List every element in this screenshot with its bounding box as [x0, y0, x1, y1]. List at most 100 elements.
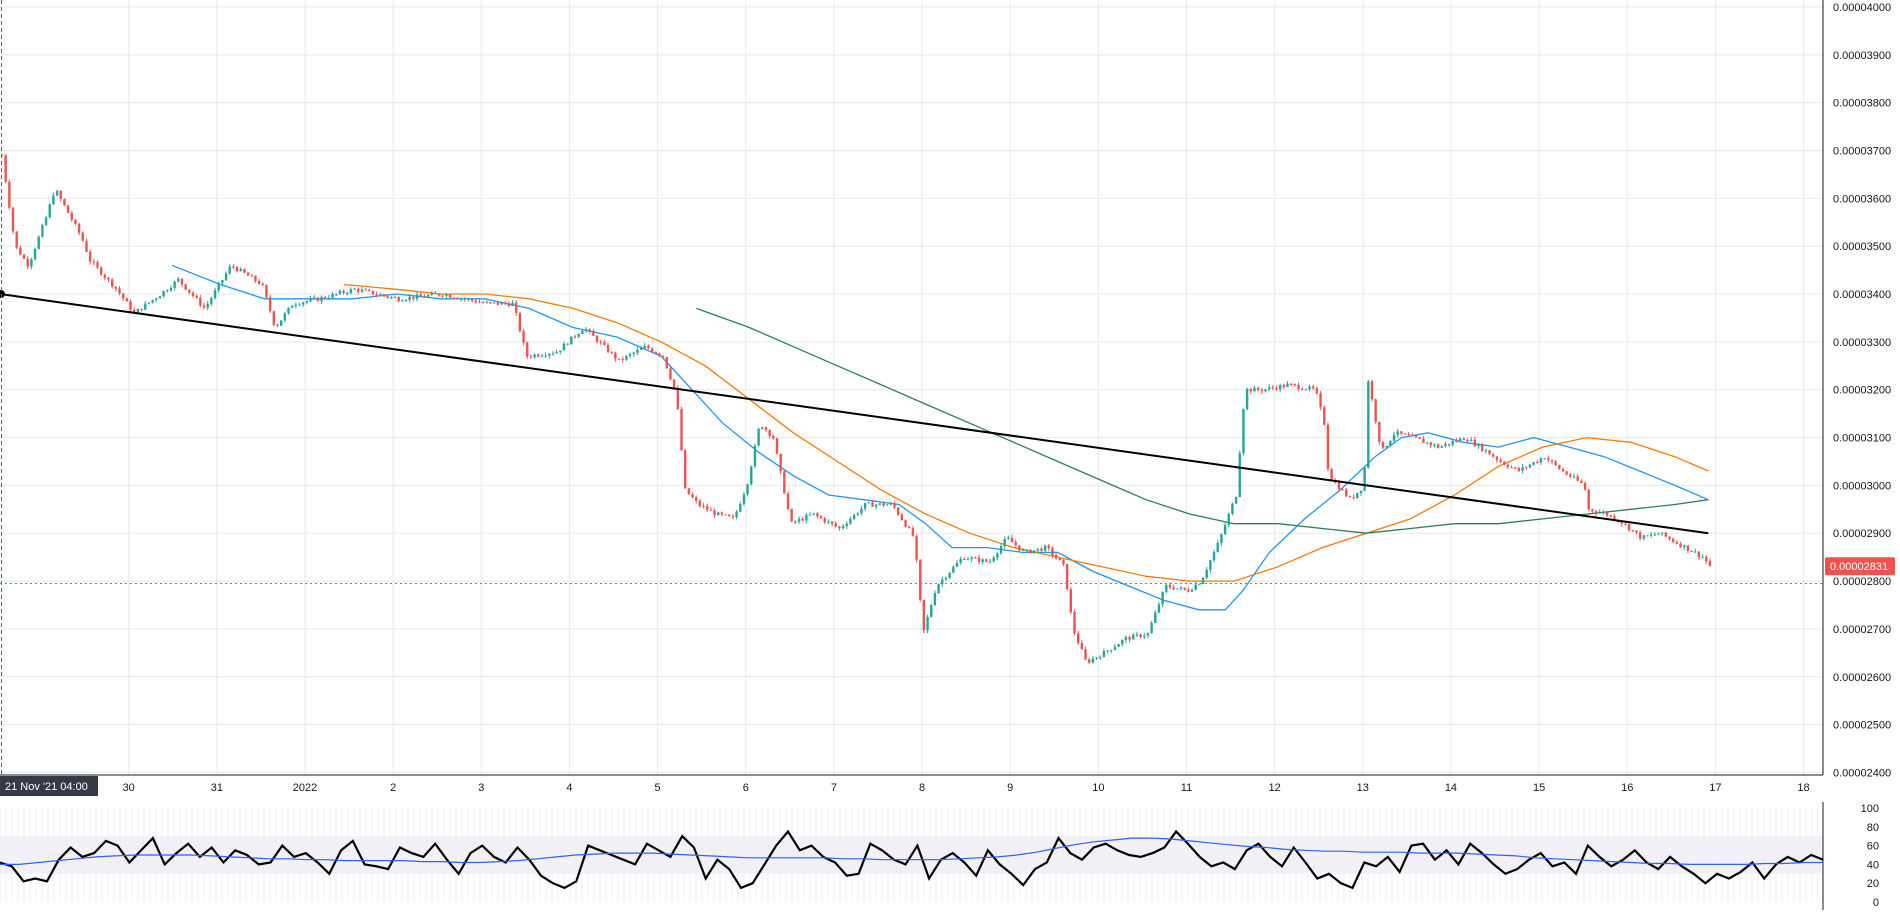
candle-body [1275, 387, 1278, 390]
candle-body [515, 302, 518, 314]
candle-body [1646, 535, 1649, 537]
candle-body [1025, 549, 1028, 551]
candle-body [1190, 589, 1194, 592]
candle-body [309, 298, 312, 302]
candle-body [628, 354, 632, 356]
candle-body [658, 353, 661, 356]
candle-body [1220, 534, 1223, 543]
candle-body [276, 324, 279, 326]
candle-body [1679, 543, 1682, 548]
candle-body [1227, 513, 1230, 526]
candle-body [639, 348, 643, 350]
candle-body [184, 284, 187, 290]
candle-body [1238, 453, 1241, 497]
candle-body [661, 355, 665, 357]
price-grid [0, 0, 1823, 775]
candle-body [243, 268, 246, 273]
candle-body [882, 503, 885, 506]
candle-body [386, 295, 389, 298]
candle-body [445, 294, 448, 297]
candle-body [1231, 503, 1234, 514]
oscillator-tick-label: 100 [1861, 803, 1879, 815]
candle-body [647, 345, 650, 349]
trendline-line[interactable] [0, 293, 1709, 535]
candle-body [952, 566, 955, 573]
candle-body [232, 266, 235, 268]
candle-body [507, 303, 511, 306]
trendline[interactable] [0, 290, 1709, 535]
candle-body [1547, 458, 1550, 461]
time-axis[interactable]: 30 31 2022 2 3 4 5 6 7 8 9 10 11 12 13 14 15 16 17 18 21 Nov… [0, 776, 1810, 796]
candle-body [1058, 558, 1061, 561]
candle-body [107, 277, 110, 280]
candle-body [1161, 591, 1164, 605]
candle-body [254, 275, 257, 281]
time-tick-label: 30 [123, 782, 135, 794]
candle-body [1458, 438, 1462, 442]
candle-body [1605, 512, 1609, 516]
candle-body [819, 516, 823, 519]
candle-body [1675, 541, 1679, 544]
candle-body [99, 267, 103, 275]
candle-body [1705, 556, 1708, 562]
candle-body [1433, 444, 1436, 446]
candle-body [30, 259, 33, 267]
candle-body [1528, 464, 1532, 468]
candle-body [70, 212, 73, 220]
candle-body [4, 155, 7, 182]
candle-body [419, 294, 422, 297]
candle-body [485, 302, 489, 304]
candle-body [522, 331, 525, 343]
candle-body [1697, 551, 1701, 557]
candle-body [1260, 389, 1264, 392]
candle-body [1682, 545, 1686, 548]
candle-body [830, 521, 834, 524]
candle-body [1157, 604, 1161, 613]
moving-averages [171, 264, 1709, 611]
candle-body [1102, 650, 1106, 658]
candle-body [1278, 385, 1282, 390]
candle-body [1051, 548, 1054, 556]
candle-body [988, 561, 992, 563]
candle-body [1267, 387, 1271, 390]
candle-body [1234, 496, 1238, 504]
candle-body [1201, 577, 1205, 584]
candle-body [1124, 637, 1128, 641]
candle-body [129, 301, 132, 310]
candle-body [492, 302, 496, 304]
candle-body [742, 494, 746, 505]
candle-body [1330, 468, 1333, 481]
candle-body [816, 513, 819, 517]
candle-body [1084, 649, 1087, 660]
candle-body [1381, 441, 1385, 448]
candle-body [15, 231, 18, 248]
candle-body [1054, 555, 1058, 559]
candle-body [1583, 483, 1587, 490]
candle-body [720, 512, 724, 515]
trendline-anchor-handle[interactable] [0, 290, 5, 299]
candle-body [625, 355, 628, 360]
candle-body [896, 507, 900, 515]
candle-body [739, 504, 742, 512]
candle-body [1293, 383, 1297, 385]
price-tick-label: 0.00003500 [1833, 241, 1891, 253]
candle-body [959, 558, 962, 563]
candle-body [970, 557, 973, 560]
candle-body [1370, 381, 1374, 400]
candle-body [1473, 439, 1477, 447]
candle-body [1396, 431, 1399, 435]
candle-body [1301, 388, 1304, 390]
candlestick-series[interactable] [0, 153, 1712, 665]
candle-body [1205, 569, 1208, 578]
candle-body [1080, 643, 1084, 650]
time-tick-label: 10 [1092, 782, 1104, 794]
candle-body [1242, 409, 1245, 454]
candle-body [636, 349, 639, 353]
candle-body [85, 240, 88, 252]
candle-body [1249, 388, 1252, 392]
candle-body [955, 562, 959, 567]
price-axis[interactable]: 0.00004000 0.00003900 0.00003800 0.00003700… [1825, 2, 1895, 779]
candle-body [1356, 493, 1359, 499]
candle-body [1418, 437, 1421, 439]
candle-body [283, 313, 287, 321]
